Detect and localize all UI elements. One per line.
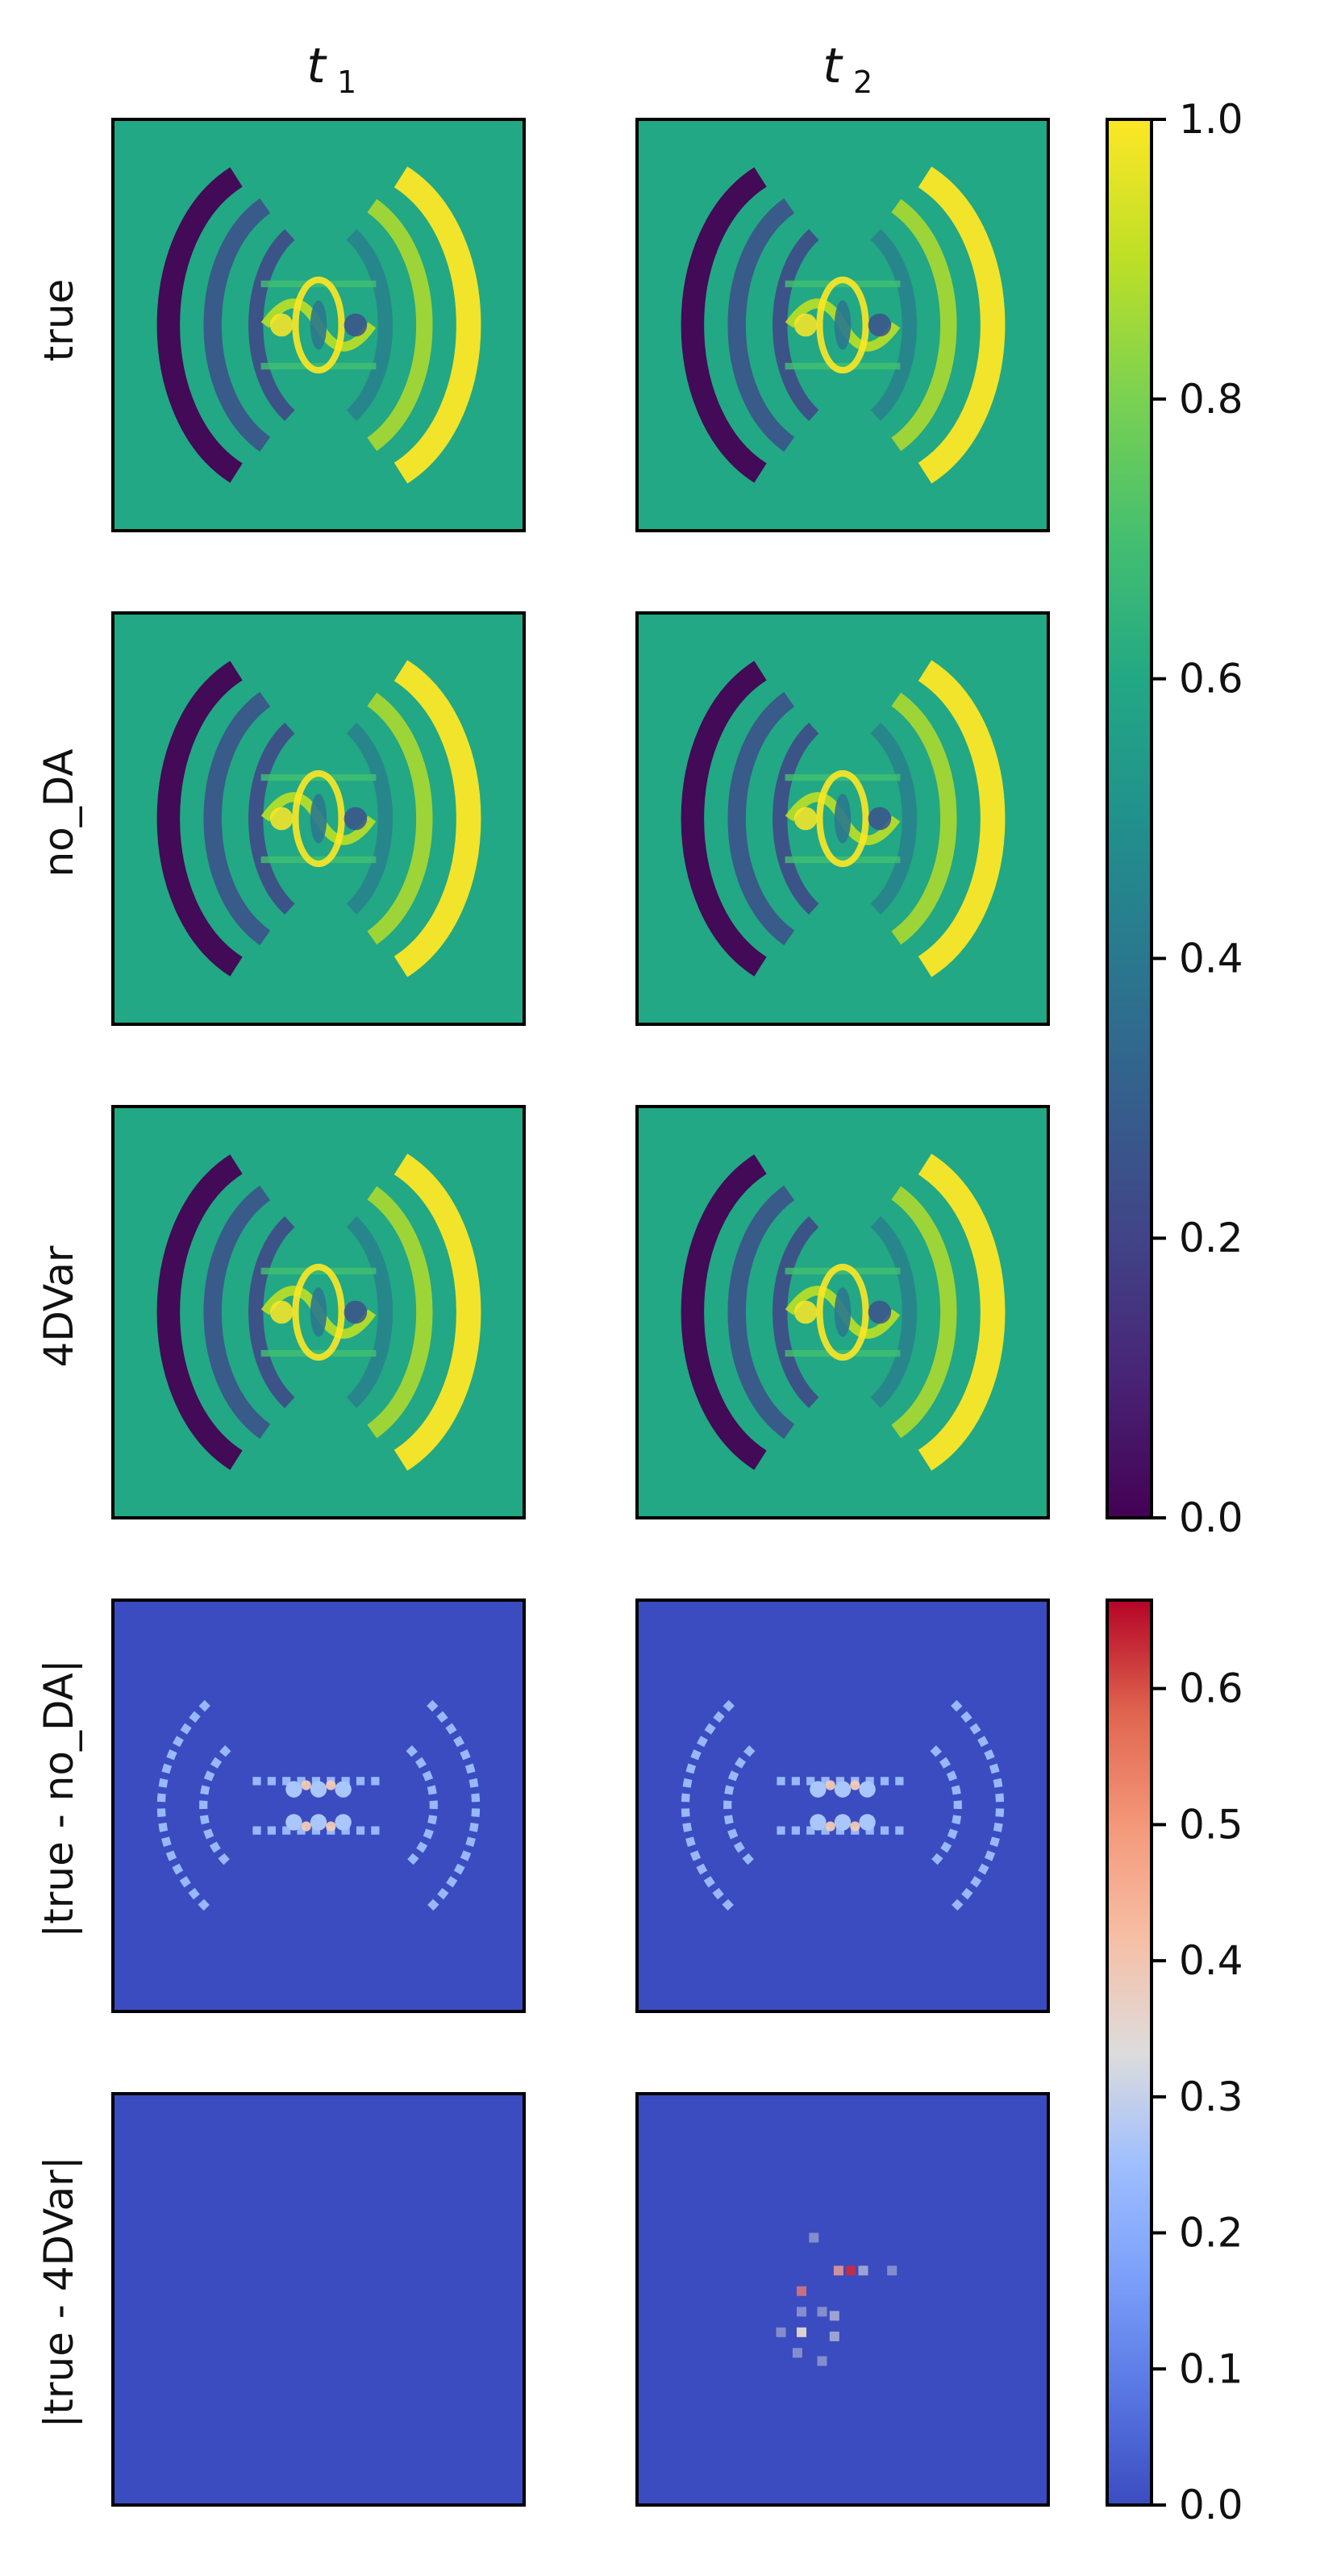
row-label-error-4dvar: |true - 4DVar| [35, 2156, 82, 2428]
panel-no-da-t1 [111, 611, 526, 1026]
error-point-1 [833, 2265, 843, 2276]
column-title-2-main: t [823, 38, 843, 94]
colorbar-viridis-tick-label-2: 0.4 [1179, 935, 1243, 982]
colorbar-coolwarm-tick-label-3: 0.3 [1179, 2074, 1243, 2120]
column-title-t1: t 1 [306, 38, 356, 100]
colorbar-viridis-fill [1107, 119, 1152, 1518]
colorbar-coolwarm-tick-label-5: 0.5 [1179, 1801, 1243, 1848]
error-point-10 [797, 2327, 806, 2337]
error-point-3 [858, 2265, 868, 2276]
colorbar-viridis-tick-label-5: 1.0 [1179, 96, 1243, 143]
colorbar-coolwarm-fill [1107, 1600, 1152, 2505]
colorbar-coolwarm-frame [1106, 1599, 1153, 2507]
colorbar-coolwarm-tick-label-0: 0.0 [1179, 2482, 1243, 2528]
colorbar-viridis-ticks: 0.0 0.2 0.4 0.6 0.8 1.0 [1152, 96, 1243, 1541]
colorbar-coolwarm: 0.0 0.1 0.2 0.3 0.4 0.5 0.6 [1106, 1599, 1243, 2528]
error-point-4 [887, 2265, 897, 2276]
panel-true-t1 [111, 118, 526, 532]
colorbar-coolwarm-tick-label-4: 0.4 [1179, 1937, 1243, 1984]
row-label-4dvar: 4DVar [35, 1245, 82, 1367]
colorbar-viridis-tick-label-1: 0.2 [1179, 1215, 1243, 1261]
colorbar-viridis-tick-label-0: 0.0 [1179, 1494, 1243, 1541]
error-point-7 [797, 2307, 806, 2317]
panel-true-t2 [635, 118, 1050, 532]
error-point-6 [817, 2307, 827, 2317]
row-label-true: true [35, 279, 82, 362]
error-point-5 [797, 2286, 806, 2296]
panel-no-da-t2 [635, 611, 1050, 1026]
column-title-2-sub: 2 [853, 65, 872, 100]
panel-error-no-da-t1 [111, 1599, 526, 2013]
error-point-9 [776, 2327, 786, 2337]
colorbar-viridis-frame [1106, 118, 1153, 1519]
error-point-2 [846, 2265, 856, 2276]
panel-error-4dvar-t2 [635, 2092, 1050, 2507]
colorbar-viridis-tick-label-3: 0.6 [1179, 656, 1243, 702]
error-point-12 [792, 2348, 802, 2358]
error-points-layer [776, 2232, 897, 2366]
row-label-error-no-da: |true - no_DA| [35, 1659, 82, 1937]
error-point-0 [809, 2232, 819, 2243]
row-label-no-da: no_DA [35, 748, 82, 877]
error-point-8 [829, 2311, 839, 2321]
colorbar-coolwarm-tick-label-2: 0.2 [1179, 2210, 1243, 2257]
colorbar-viridis: 0.0 0.2 0.4 0.6 0.8 1.0 [1106, 96, 1243, 1541]
colorbar-coolwarm-tick-label-1: 0.1 [1179, 2345, 1243, 2392]
colorbar-coolwarm-ticks: 0.0 0.1 0.2 0.3 0.4 0.5 0.6 [1152, 1665, 1243, 2528]
error-point-13 [817, 2356, 827, 2366]
column-title-1-main: t [306, 38, 327, 94]
column-title-1-sub: 1 [337, 65, 356, 100]
colorbar-coolwarm-tick-label-6: 0.6 [1179, 1665, 1243, 1712]
panel-error-4dvar-t1 [111, 2092, 526, 2507]
panel-4dvar-t2 [635, 1105, 1050, 1519]
column-title-t2: t 2 [823, 38, 872, 100]
panel-error-no-da-t2 [635, 1599, 1050, 2013]
error-point-11 [829, 2331, 839, 2341]
panel-4dvar-t1 [111, 1105, 526, 1519]
colorbar-viridis-tick-label-4: 0.8 [1179, 376, 1243, 423]
